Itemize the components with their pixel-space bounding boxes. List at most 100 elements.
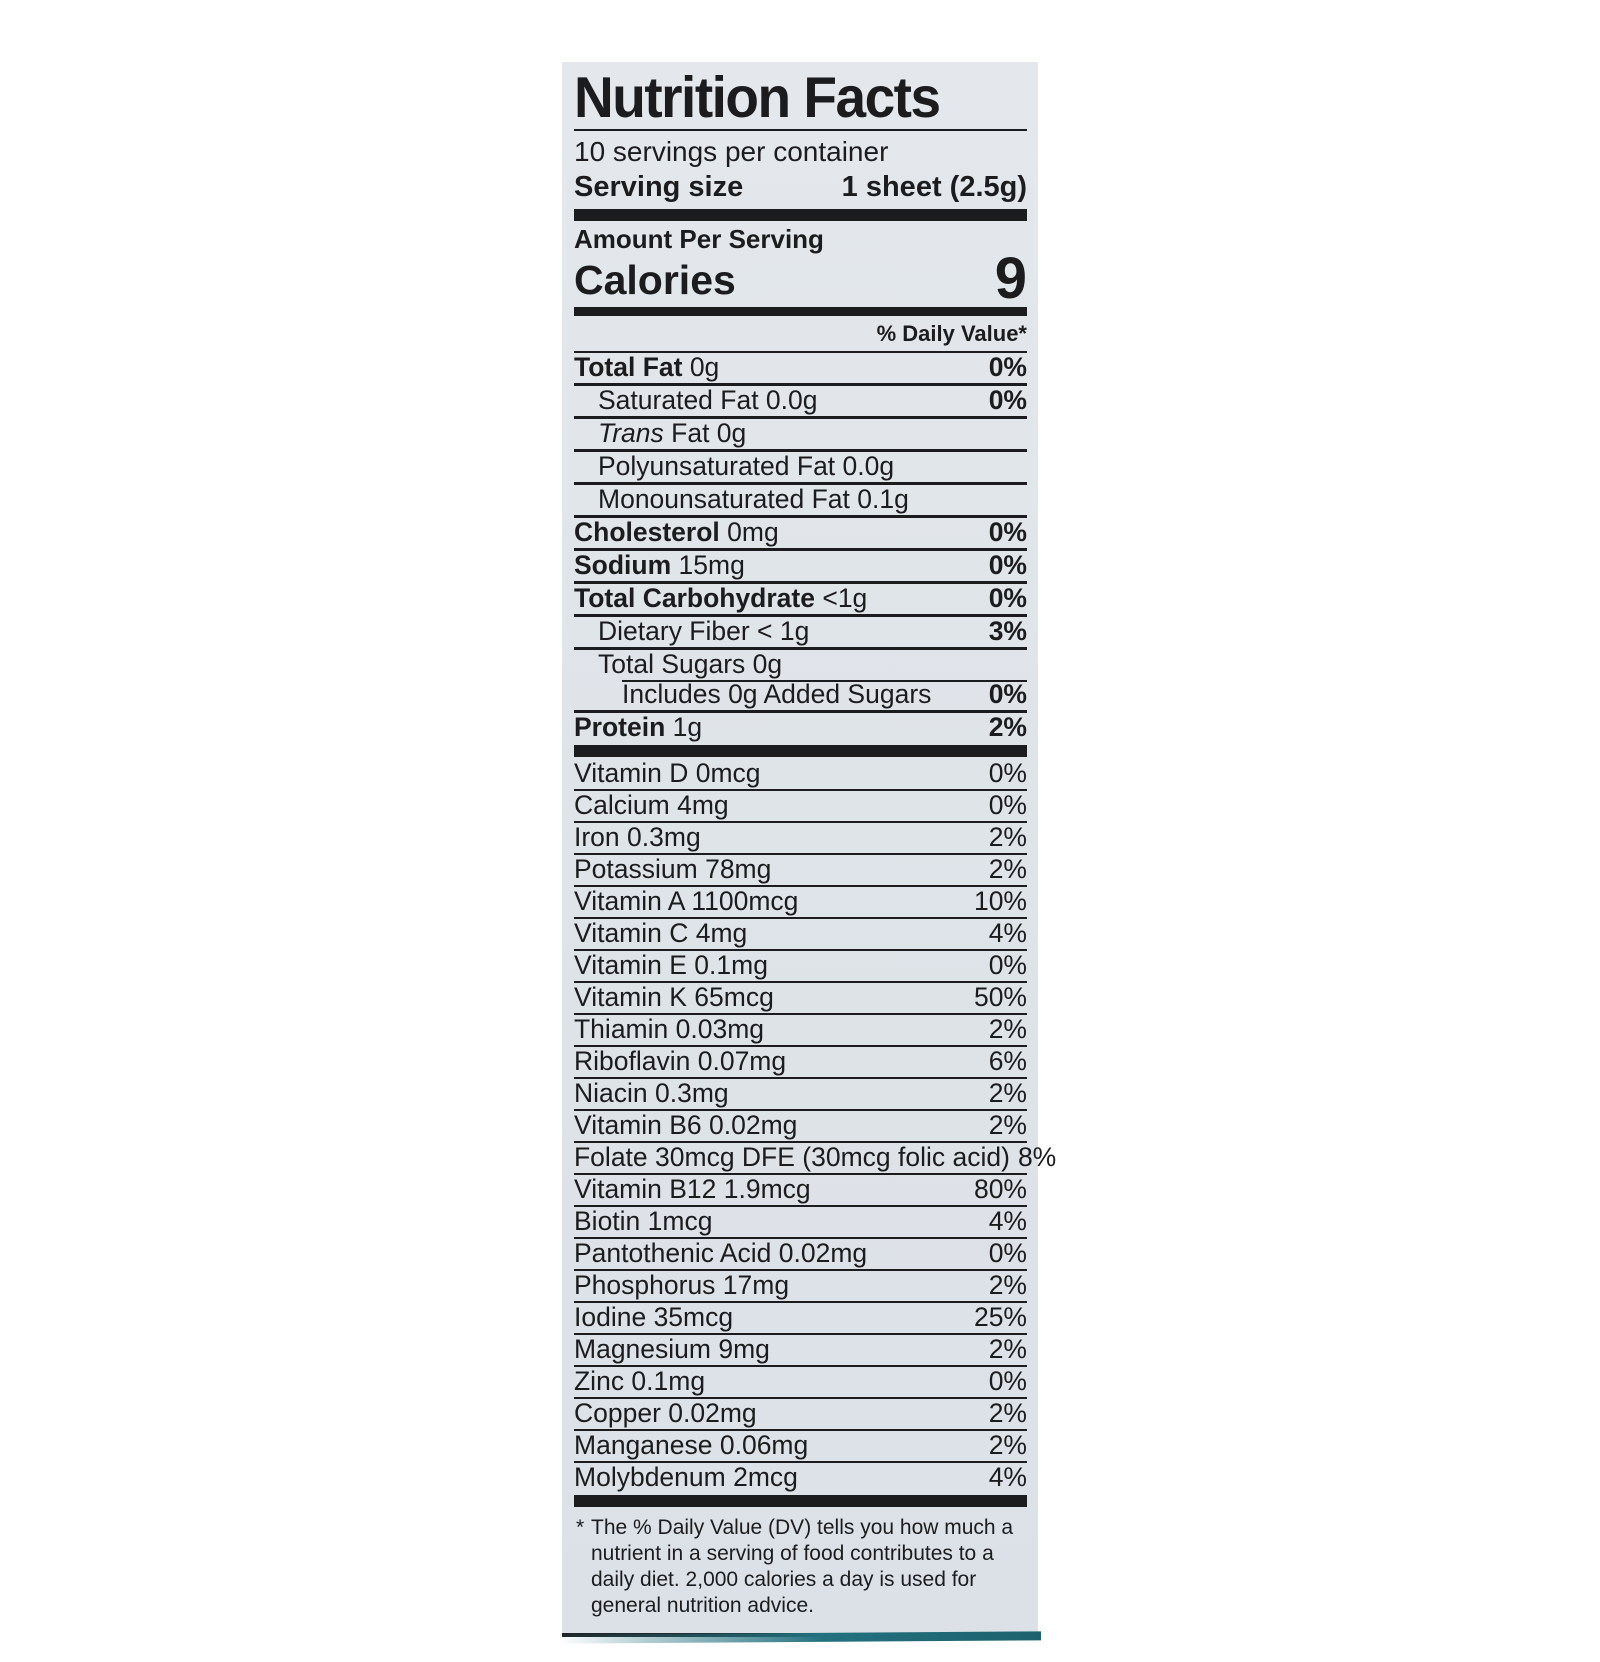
nutrient-name: Monounsaturated Fat 0.1g xyxy=(598,484,909,514)
nutrient-row: Riboflavin 0.07mg 6% xyxy=(574,1045,1027,1077)
nutrient-daily-value: 8% xyxy=(1017,1142,1057,1172)
nutrient-daily-value: 2% xyxy=(988,712,1027,742)
nutrient-name: Zinc 0.1mg xyxy=(574,1366,706,1396)
nutrient-daily-value: 10% xyxy=(973,886,1027,916)
nutrient-name: Vitamin K 65mcg xyxy=(574,982,774,1012)
divider-bar-bottom xyxy=(574,1495,1027,1507)
nutrient-daily-value: 2% xyxy=(988,1078,1027,1108)
nutrient-daily-value: 0% xyxy=(988,517,1027,547)
calories-value: 9 xyxy=(994,246,1027,311)
nutrient-name: Total Carbohydrate <1g xyxy=(574,583,868,613)
nutrient-name: Sodium 15mg xyxy=(574,550,745,580)
nutrient-name: Vitamin B12 1.9mcg xyxy=(574,1174,811,1204)
nutrient-name: Manganese 0.06mg xyxy=(574,1430,809,1460)
divider-bar-protein xyxy=(574,745,1027,757)
nutrient-name: Copper 0.02mg xyxy=(574,1398,757,1428)
micronutrient-section: Vitamin D 0mcg 0% Calcium 4mg 0% Iron 0.3mg 2… xyxy=(574,758,1056,1493)
nutrient-row: Vitamin C 4mg 4% xyxy=(574,917,1027,949)
nutrient-name: Vitamin E 0.1mg xyxy=(574,950,768,980)
nutrient-name: Niacin 0.3mg xyxy=(574,1078,729,1108)
nutrient-row: Total Sugars 0g xyxy=(574,647,1027,680)
nutrient-daily-value: 6% xyxy=(988,1046,1027,1076)
nutrient-name: Calcium 4mg xyxy=(574,790,729,820)
nutrient-name: Magnesium 9mg xyxy=(574,1334,770,1364)
nutrient-daily-value: 0% xyxy=(988,1238,1027,1268)
nutrient-daily-value: 2% xyxy=(988,822,1027,852)
nutrient-name: Folate 30mcg DFE (30mcg folic acid) xyxy=(574,1142,1010,1172)
nutrient-row: Cholesterol 0mg 0% xyxy=(574,515,1027,548)
nutrient-daily-value: 2% xyxy=(988,1014,1027,1044)
nutrient-name: Biotin 1mcg xyxy=(574,1206,713,1236)
amount-per-serving-label: Amount Per Serving xyxy=(574,224,824,254)
nutrient-name: Dietary Fiber < 1g xyxy=(598,616,810,646)
nutrient-row: Molybdenum 2mcg 4% xyxy=(574,1461,1027,1493)
nutrient-daily-value: 80% xyxy=(973,1174,1027,1204)
nutrient-name: Iron 0.3mg xyxy=(574,822,701,852)
calories-row: Calories 9 xyxy=(574,246,1027,311)
nutrient-name: Includes 0g Added Sugars xyxy=(622,679,932,709)
nutrient-name: Protein 1g xyxy=(574,712,703,742)
nutrient-row: Potassium 78mg 2% xyxy=(574,853,1027,885)
nutrient-row: Iodine 35mcg 25% xyxy=(574,1301,1027,1333)
nutrient-name: Trans Fat 0g xyxy=(598,418,747,448)
nutrient-name: Thiamin 0.03mg xyxy=(574,1014,765,1044)
nutrient-name: Total Fat 0g xyxy=(574,352,720,382)
nutrient-name: Total Sugars 0g xyxy=(598,649,783,679)
nutrient-row: Vitamin B6 0.02mg 2% xyxy=(574,1109,1027,1141)
package-edge xyxy=(558,1631,1042,1644)
nutrient-name: Vitamin B6 0.02mg xyxy=(574,1110,798,1140)
nutrient-daily-value: 2% xyxy=(988,1270,1027,1300)
nutrient-daily-value: 3% xyxy=(988,616,1027,646)
nutrient-row: Vitamin A 1100mcg 10% xyxy=(574,885,1027,917)
nutrient-row: Total Fat 0g 0% xyxy=(574,353,1027,383)
nutrition-facts-label: Nutrition Facts 10 servings per containe… xyxy=(558,62,1056,1644)
nutrient-row: Biotin 1mcg 4% xyxy=(574,1205,1027,1237)
nutrient-name: Vitamin A 1100mcg xyxy=(574,886,799,916)
nutrient-row: Manganese 0.06mg 2% xyxy=(574,1429,1027,1461)
nutrient-daily-value: 0% xyxy=(988,679,1027,709)
nutrient-daily-value: 0% xyxy=(988,758,1027,788)
nutrient-daily-value: 2% xyxy=(988,1430,1027,1460)
nutrient-row: Polyunsaturated Fat 0.0g xyxy=(574,449,1027,482)
nutrient-row: Total Carbohydrate <1g 0% xyxy=(574,581,1027,614)
daily-value-header: % Daily Value* xyxy=(574,318,1027,353)
nutrient-name: Iodine 35mcg xyxy=(574,1302,734,1332)
nutrient-daily-value: 2% xyxy=(988,1334,1027,1364)
nutrient-daily-value: 25% xyxy=(973,1302,1027,1332)
nutrient-name: Potassium 78mg xyxy=(574,854,772,884)
nutrient-row: Niacin 0.3mg 2% xyxy=(574,1077,1027,1109)
nutrient-daily-value: 0% xyxy=(988,352,1027,382)
nutrient-row: Vitamin B12 1.9mcg 80% xyxy=(574,1173,1027,1205)
nutrient-row: Trans Fat 0g xyxy=(574,416,1027,449)
nutrient-daily-value: 50% xyxy=(973,982,1027,1012)
nutrient-daily-value: 0% xyxy=(988,385,1027,415)
nutrient-daily-value: 4% xyxy=(988,1206,1027,1236)
nutrient-row: Folate 30mcg DFE (30mcg folic acid) 8% xyxy=(574,1141,1056,1173)
nutrient-row: Vitamin K 65mcg 50% xyxy=(574,981,1027,1013)
nutrient-name: Cholesterol 0mg xyxy=(574,517,779,547)
footnote-text: The % Daily Value (DV) tells you how muc… xyxy=(591,1516,1014,1617)
nutrient-row: Calcium 4mg 0% xyxy=(574,789,1027,821)
nutrient-daily-value: 2% xyxy=(988,1398,1027,1428)
serving-size-label: Serving size xyxy=(574,171,744,203)
nutrient-name: Phosphorus 17mg xyxy=(574,1270,790,1300)
nutrient-daily-value: 0% xyxy=(988,950,1027,980)
label-title: Nutrition Facts xyxy=(574,64,941,130)
nutrient-row: Vitamin E 0.1mg 0% xyxy=(574,949,1027,981)
calories-label: Calories xyxy=(574,257,736,303)
nutrient-name: Vitamin D 0mcg xyxy=(574,758,761,788)
nutrient-row: Pantothenic Acid 0.02mg 0% xyxy=(574,1237,1027,1269)
nutrient-row: Dietary Fiber < 1g 3% xyxy=(574,614,1027,647)
nutrient-name: Vitamin C 4mg xyxy=(574,918,748,948)
nutrient-daily-value: 2% xyxy=(988,854,1027,884)
nutrient-row: Magnesium 9mg 2% xyxy=(574,1333,1027,1365)
nutrient-daily-value: 4% xyxy=(988,1462,1027,1492)
nutrient-row: Sodium 15mg 0% xyxy=(574,548,1027,581)
nutrient-row: Saturated Fat 0.0g 0% xyxy=(574,383,1027,416)
title-divider xyxy=(574,129,1027,131)
nutrient-daily-value: 4% xyxy=(988,918,1027,948)
nutrient-daily-value: 0% xyxy=(988,583,1027,613)
nutrient-name: Riboflavin 0.07mg xyxy=(574,1046,787,1076)
nutrient-daily-value: 0% xyxy=(988,790,1027,820)
macronutrient-section: Total Fat 0g 0% Saturated Fat 0.0g 0% Trans … xyxy=(574,353,1027,743)
